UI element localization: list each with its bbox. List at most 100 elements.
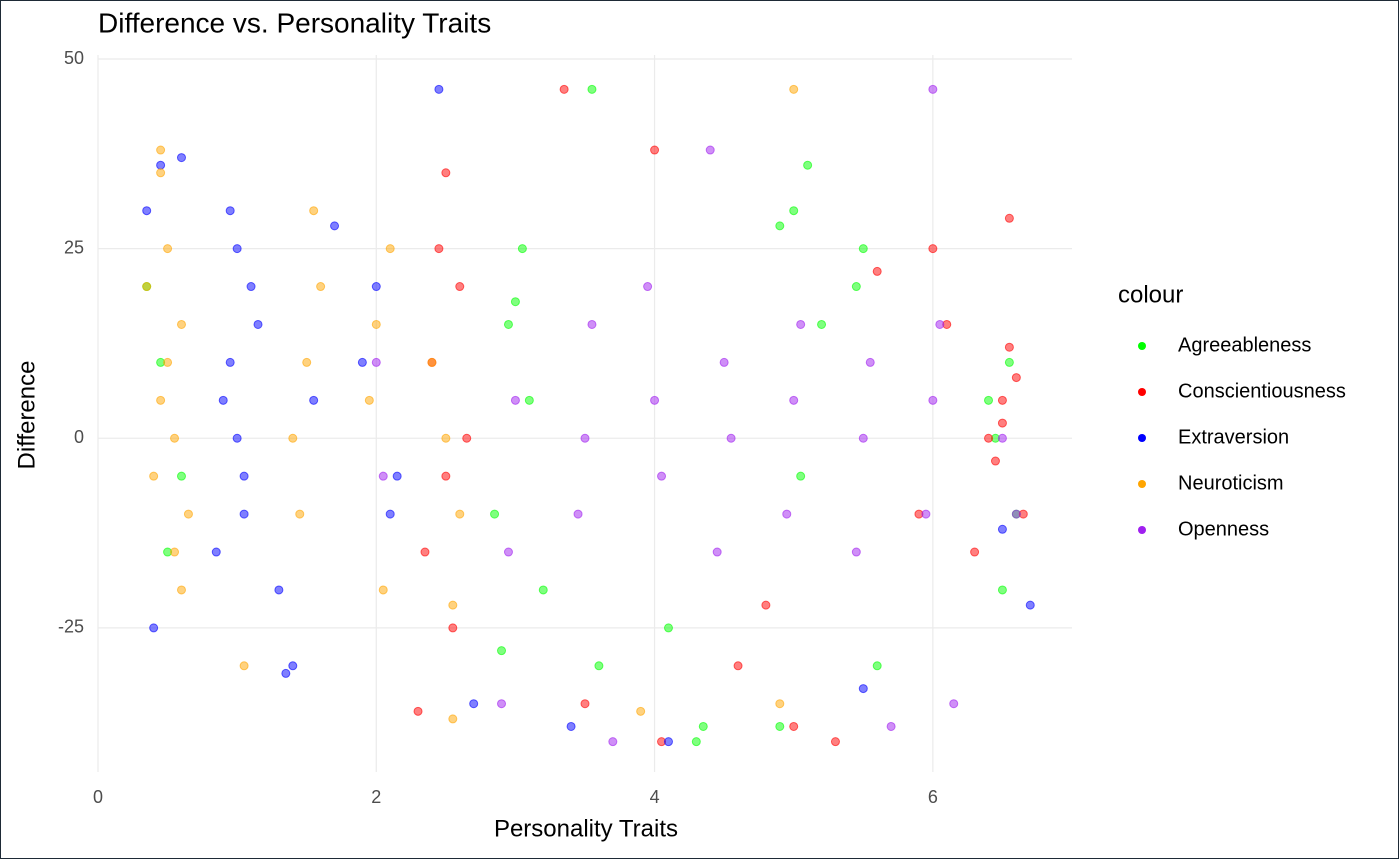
point bbox=[378, 471, 388, 481]
point bbox=[142, 206, 152, 216]
point bbox=[274, 585, 284, 595]
point bbox=[775, 221, 785, 231]
point bbox=[663, 737, 673, 747]
point bbox=[858, 684, 868, 694]
point bbox=[392, 471, 402, 481]
point bbox=[371, 357, 381, 367]
point bbox=[510, 395, 520, 405]
point bbox=[316, 282, 326, 292]
point bbox=[726, 433, 736, 443]
point bbox=[448, 623, 458, 633]
x-axis-label: Personality Traits bbox=[494, 815, 678, 842]
legend-label: Extraversion bbox=[1178, 426, 1289, 448]
point bbox=[441, 471, 451, 481]
point bbox=[858, 433, 868, 443]
point bbox=[239, 661, 249, 671]
point bbox=[1025, 600, 1035, 610]
point bbox=[441, 168, 451, 178]
point bbox=[253, 319, 263, 329]
point bbox=[691, 737, 701, 747]
point bbox=[176, 585, 186, 595]
legend-marker bbox=[1138, 526, 1146, 534]
point bbox=[817, 319, 827, 329]
point bbox=[246, 282, 256, 292]
point bbox=[309, 395, 319, 405]
point bbox=[608, 737, 618, 747]
point bbox=[928, 84, 938, 94]
point bbox=[705, 145, 715, 155]
point bbox=[176, 319, 186, 329]
legend-label: Openness bbox=[1178, 518, 1269, 540]
point bbox=[761, 600, 771, 610]
y-tick-label: 50 bbox=[64, 48, 84, 68]
point bbox=[997, 585, 1007, 595]
chart-title: Difference vs. Personality Traits bbox=[98, 7, 491, 38]
point bbox=[232, 244, 242, 254]
point bbox=[573, 509, 583, 519]
point bbox=[587, 84, 597, 94]
point bbox=[149, 471, 159, 481]
point bbox=[796, 319, 806, 329]
point bbox=[288, 433, 298, 443]
point bbox=[497, 699, 507, 709]
point bbox=[503, 319, 513, 329]
point bbox=[357, 357, 367, 367]
point bbox=[469, 699, 479, 709]
x-tick-label: 6 bbox=[928, 787, 938, 807]
point bbox=[497, 646, 507, 656]
point bbox=[156, 395, 166, 405]
point bbox=[886, 721, 896, 731]
point bbox=[657, 471, 667, 481]
y-tick-label: -25 bbox=[58, 617, 84, 637]
point bbox=[462, 433, 472, 443]
point bbox=[650, 395, 660, 405]
point bbox=[176, 153, 186, 163]
point bbox=[1004, 357, 1014, 367]
x-tick-label: 2 bbox=[371, 787, 381, 807]
point bbox=[712, 547, 722, 557]
point bbox=[580, 699, 590, 709]
point bbox=[858, 244, 868, 254]
point bbox=[517, 244, 527, 254]
point bbox=[364, 395, 374, 405]
point bbox=[163, 244, 173, 254]
point bbox=[733, 661, 743, 671]
point bbox=[218, 395, 228, 405]
legend-marker bbox=[1138, 342, 1146, 350]
point bbox=[789, 84, 799, 94]
point bbox=[156, 160, 166, 170]
x-tick-label: 0 bbox=[93, 787, 103, 807]
point bbox=[803, 160, 813, 170]
point bbox=[156, 145, 166, 155]
point bbox=[225, 206, 235, 216]
point bbox=[851, 547, 861, 557]
point bbox=[719, 357, 729, 367]
point bbox=[455, 509, 465, 519]
point bbox=[984, 433, 994, 443]
point bbox=[281, 668, 291, 678]
legend-label: Conscientiousness bbox=[1178, 380, 1346, 402]
point bbox=[643, 282, 653, 292]
point bbox=[650, 145, 660, 155]
point bbox=[503, 547, 513, 557]
point bbox=[698, 721, 708, 731]
point bbox=[371, 319, 381, 329]
point bbox=[636, 706, 646, 716]
point bbox=[427, 357, 437, 367]
point bbox=[928, 395, 938, 405]
point bbox=[183, 509, 193, 519]
legend-marker bbox=[1138, 434, 1146, 442]
point bbox=[984, 395, 994, 405]
point bbox=[371, 282, 381, 292]
point bbox=[330, 221, 340, 231]
point bbox=[163, 357, 173, 367]
point bbox=[434, 84, 444, 94]
point bbox=[775, 721, 785, 731]
point bbox=[663, 623, 673, 633]
point bbox=[490, 509, 500, 519]
point bbox=[580, 433, 590, 443]
point bbox=[997, 433, 1007, 443]
point bbox=[225, 357, 235, 367]
point bbox=[775, 699, 785, 709]
point bbox=[949, 699, 959, 709]
